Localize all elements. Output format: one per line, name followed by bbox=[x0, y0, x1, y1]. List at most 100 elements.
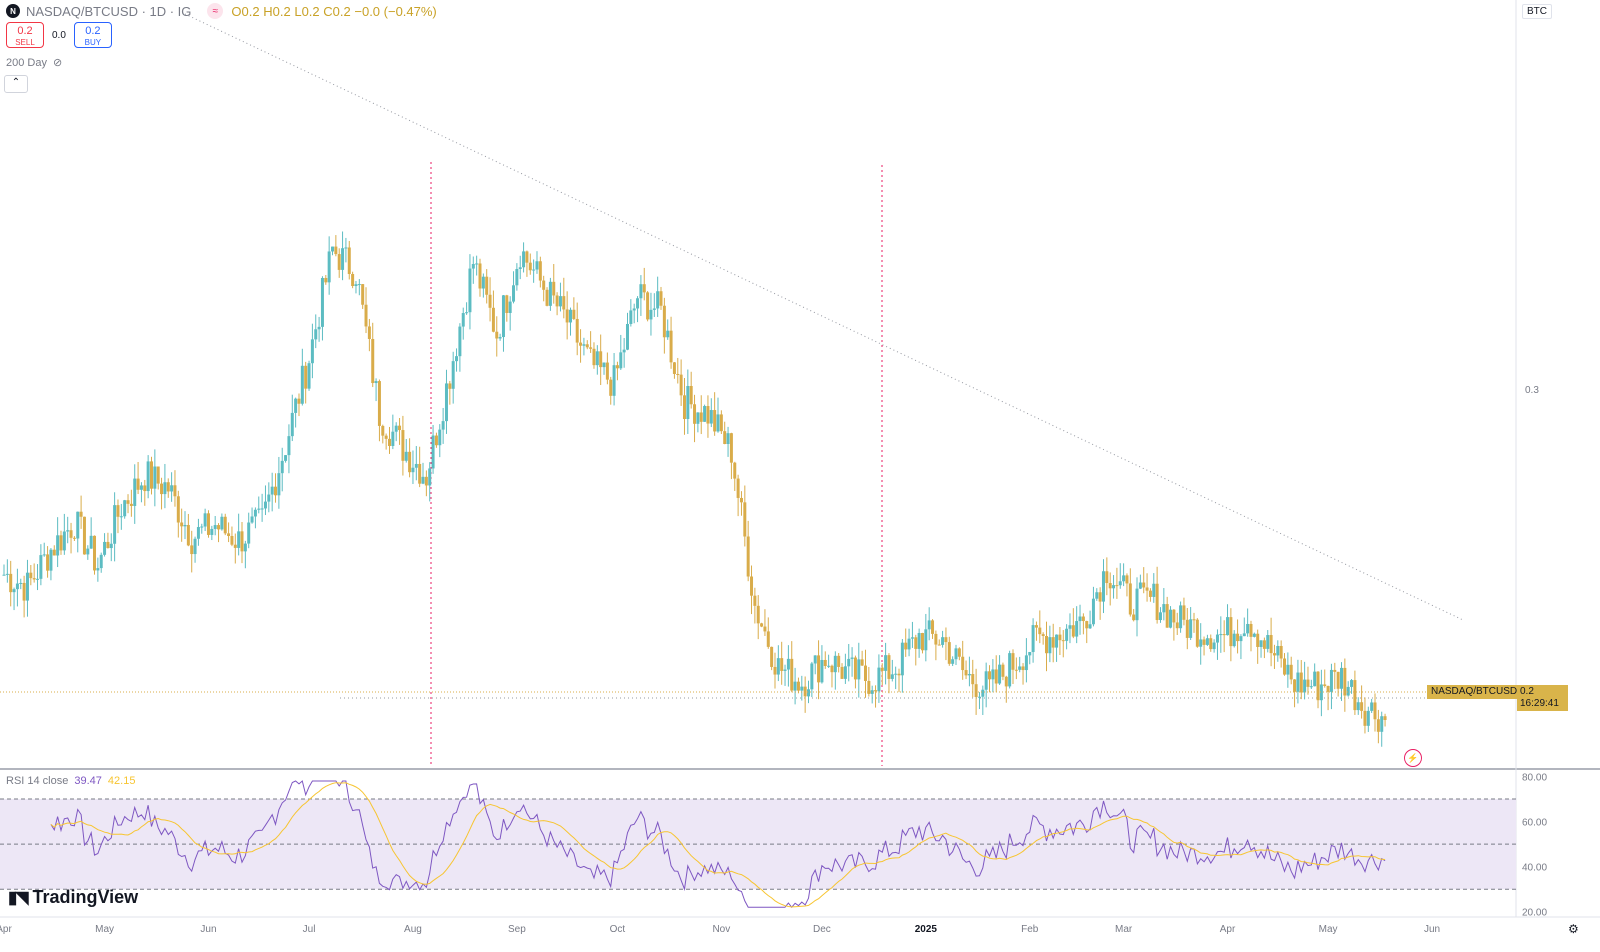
symbol-title[interactable]: NASDAQ/BTCUSD · 1D · IG bbox=[26, 3, 192, 19]
candle-body bbox=[756, 605, 760, 624]
candle-body bbox=[227, 533, 231, 536]
candle-body bbox=[1152, 583, 1156, 597]
rsi-ma-line bbox=[50, 782, 1386, 908]
candle-body bbox=[156, 466, 160, 484]
sell-button[interactable]: 0.2 SELL bbox=[6, 22, 44, 48]
candle-body bbox=[1189, 619, 1193, 638]
candle-body bbox=[46, 554, 50, 571]
candle-body bbox=[290, 412, 294, 437]
candle-body bbox=[1085, 621, 1089, 629]
candle-body bbox=[344, 247, 348, 249]
candle-body bbox=[984, 671, 988, 690]
open-value: 0.2 bbox=[241, 3, 260, 19]
candle-body bbox=[424, 476, 428, 486]
candle-body bbox=[642, 284, 646, 293]
high-value: 0.2 bbox=[272, 3, 291, 19]
candle-body bbox=[874, 690, 878, 692]
candle-body bbox=[863, 665, 867, 681]
candle-body bbox=[957, 648, 961, 657]
candle-body bbox=[230, 535, 234, 545]
candle-body bbox=[880, 667, 884, 671]
candle-body bbox=[481, 276, 485, 289]
candle-body bbox=[1095, 592, 1099, 599]
candle-body bbox=[743, 502, 747, 537]
candle-body bbox=[444, 383, 448, 422]
candle-body bbox=[1309, 686, 1313, 688]
indicator-legend[interactable]: 200 Day ⊘ bbox=[6, 56, 63, 70]
candle-body bbox=[894, 673, 898, 675]
candle-body bbox=[200, 526, 204, 528]
alert-flash-icon[interactable]: ⚡ bbox=[1404, 749, 1422, 767]
price-line-label: NASDAQ/BTCUSD bbox=[1427, 685, 1522, 699]
candle-body bbox=[149, 461, 153, 489]
candle-body bbox=[1132, 614, 1136, 621]
candle-body bbox=[1339, 667, 1343, 689]
candle-body bbox=[1172, 609, 1176, 623]
collapse-legend-button[interactable]: ⌃ bbox=[4, 75, 28, 93]
candle-body bbox=[126, 500, 130, 504]
candle-body bbox=[1209, 638, 1213, 650]
candle-body bbox=[428, 468, 432, 486]
currency-label[interactable]: BTC bbox=[1522, 4, 1552, 19]
candle-body bbox=[572, 309, 576, 319]
candle-body bbox=[733, 462, 737, 479]
candle-body bbox=[1269, 635, 1273, 654]
rsi-line bbox=[50, 780, 1386, 908]
candle-body bbox=[1199, 639, 1203, 647]
tradingview-logo[interactable]: ▮◥ TradingView bbox=[8, 887, 138, 908]
candle-body bbox=[505, 295, 509, 313]
candle-body bbox=[451, 361, 455, 389]
candle-body bbox=[884, 655, 888, 671]
candle-body bbox=[1229, 617, 1233, 647]
high-label: H bbox=[263, 3, 273, 19]
candle-body bbox=[2, 574, 6, 576]
candle-body bbox=[190, 545, 194, 555]
candle-body bbox=[331, 246, 335, 252]
candle-body bbox=[123, 500, 127, 517]
candle-body bbox=[206, 513, 210, 535]
hidden-eye-icon[interactable]: ⊘ bbox=[52, 57, 63, 69]
candle-body bbox=[689, 385, 693, 405]
candle-body bbox=[605, 362, 609, 380]
candle-body bbox=[538, 261, 542, 281]
settings-gear-icon[interactable]: ⚙ bbox=[1568, 922, 1579, 936]
candle-body bbox=[210, 528, 214, 535]
candle-body bbox=[817, 655, 821, 683]
candle-body bbox=[994, 669, 998, 684]
candle-body bbox=[56, 535, 60, 556]
candle-body bbox=[139, 485, 143, 490]
candle-body bbox=[703, 406, 707, 422]
candle-body bbox=[491, 307, 495, 332]
candle-body bbox=[488, 294, 492, 308]
buy-button[interactable]: 0.2 BUY bbox=[73, 22, 112, 48]
candle-body bbox=[548, 281, 552, 306]
candle-body bbox=[196, 527, 200, 539]
candle-body bbox=[796, 681, 800, 691]
candle-body bbox=[1004, 676, 1008, 687]
exchange-logo-icon: N bbox=[6, 4, 20, 18]
candle-body bbox=[558, 296, 562, 307]
candle-body bbox=[803, 686, 807, 697]
rsi-ma-value: 42.15 bbox=[107, 775, 136, 787]
candle-body bbox=[1323, 684, 1327, 686]
candle-body bbox=[746, 536, 750, 577]
candle-body bbox=[354, 284, 358, 287]
candle-body bbox=[351, 274, 355, 287]
candle-body bbox=[900, 642, 904, 676]
candle-body bbox=[1098, 592, 1102, 602]
candle-body bbox=[1356, 702, 1360, 711]
candle-body bbox=[274, 486, 278, 496]
rsi-legend[interactable]: RSI 14 close 39.47 42.15 bbox=[6, 775, 135, 787]
candle-body bbox=[79, 511, 83, 517]
candle-body bbox=[1058, 634, 1062, 641]
candle-body bbox=[1061, 640, 1065, 642]
candle-body bbox=[146, 461, 150, 492]
candle-body bbox=[699, 412, 703, 422]
spread-value: 0.0 bbox=[52, 29, 66, 41]
market-status-icon[interactable]: ≈ bbox=[207, 3, 224, 19]
time-tick-label: Jul bbox=[303, 924, 316, 935]
candle-body bbox=[1145, 587, 1149, 591]
candle-body bbox=[1101, 571, 1105, 602]
candle-body bbox=[1165, 604, 1169, 628]
